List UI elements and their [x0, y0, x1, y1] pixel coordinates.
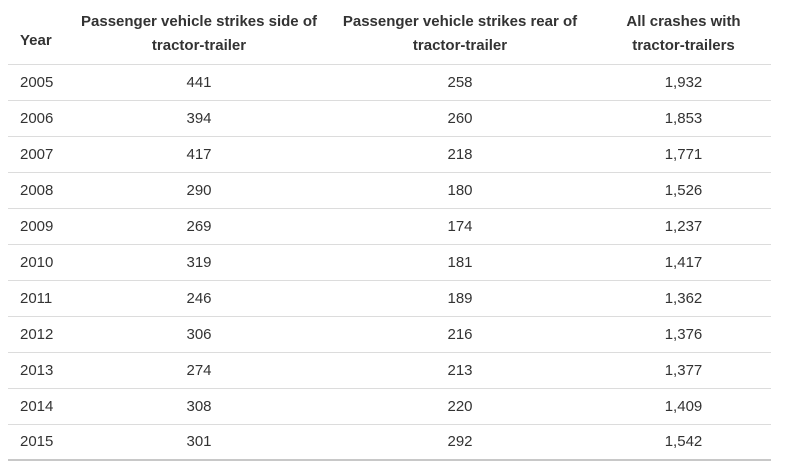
header-row: Year Passenger vehicle strikes side of t…: [8, 0, 771, 65]
cell-year: 2012: [8, 316, 74, 353]
cell-side-strikes: 301: [74, 424, 324, 461]
header-side-strikes: Passenger vehicle strikes side of tracto…: [74, 0, 324, 65]
cell-rear-strikes: 174: [324, 208, 596, 245]
table-row: 2005 441 258 1,932: [8, 64, 771, 101]
cell-year: 2010: [8, 244, 74, 281]
cell-all-crashes: 1,362: [596, 280, 771, 317]
cell-all-crashes: 1,771: [596, 136, 771, 173]
cell-all-crashes: 1,377: [596, 352, 771, 389]
cell-side-strikes: 306: [74, 316, 324, 353]
table-body: 2005 441 258 1,932 2006 394 260 1,853 20…: [8, 64, 771, 461]
cell-year: 2005: [8, 64, 74, 101]
table-row: 2011 246 189 1,362: [8, 280, 771, 317]
table-row: 2010 319 181 1,417: [8, 244, 771, 281]
cell-rear-strikes: 292: [324, 424, 596, 461]
cell-side-strikes: 246: [74, 280, 324, 317]
cell-all-crashes: 1,853: [596, 100, 771, 137]
cell-side-strikes: 274: [74, 352, 324, 389]
table-row: 2012 306 216 1,376: [8, 316, 771, 353]
cell-rear-strikes: 218: [324, 136, 596, 173]
cell-side-strikes: 319: [74, 244, 324, 281]
cell-year: 2008: [8, 172, 74, 209]
crash-data-table: Year Passenger vehicle strikes side of t…: [8, 0, 771, 461]
table-row: 2008 290 180 1,526: [8, 172, 771, 209]
cell-year: 2006: [8, 100, 74, 137]
cell-year: 2014: [8, 388, 74, 425]
cell-year: 2007: [8, 136, 74, 173]
cell-all-crashes: 1,542: [596, 424, 771, 461]
table-row: 2007 417 218 1,771: [8, 136, 771, 173]
header-year: Year: [8, 0, 74, 65]
cell-rear-strikes: 216: [324, 316, 596, 353]
cell-rear-strikes: 258: [324, 64, 596, 101]
table-row: 2015 301 292 1,542: [8, 424, 771, 461]
cell-year: 2013: [8, 352, 74, 389]
cell-side-strikes: 441: [74, 64, 324, 101]
cell-year: 2009: [8, 208, 74, 245]
cell-all-crashes: 1,526: [596, 172, 771, 209]
cell-side-strikes: 308: [74, 388, 324, 425]
cell-all-crashes: 1,237: [596, 208, 771, 245]
cell-rear-strikes: 180: [324, 172, 596, 209]
cell-year: 2011: [8, 280, 74, 317]
cell-year: 2015: [8, 424, 74, 461]
crash-data-table-container: Year Passenger vehicle strikes side of t…: [8, 0, 771, 461]
cell-rear-strikes: 213: [324, 352, 596, 389]
cell-rear-strikes: 189: [324, 280, 596, 317]
cell-rear-strikes: 260: [324, 100, 596, 137]
cell-all-crashes: 1,376: [596, 316, 771, 353]
table-row: 2013 274 213 1,377: [8, 352, 771, 389]
table-header: Year Passenger vehicle strikes side of t…: [8, 0, 771, 65]
cell-all-crashes: 1,409: [596, 388, 771, 425]
cell-all-crashes: 1,417: [596, 244, 771, 281]
table-row: 2009 269 174 1,237: [8, 208, 771, 245]
cell-side-strikes: 290: [74, 172, 324, 209]
header-all-crashes: All crashes with tractor-trailers: [596, 0, 771, 65]
cell-all-crashes: 1,932: [596, 64, 771, 101]
cell-side-strikes: 269: [74, 208, 324, 245]
cell-side-strikes: 417: [74, 136, 324, 173]
header-rear-strikes: Passenger vehicle strikes rear of tracto…: [324, 0, 596, 65]
table-row: 2014 308 220 1,409: [8, 388, 771, 425]
cell-rear-strikes: 181: [324, 244, 596, 281]
cell-rear-strikes: 220: [324, 388, 596, 425]
table-row: 2006 394 260 1,853: [8, 100, 771, 137]
cell-side-strikes: 394: [74, 100, 324, 137]
